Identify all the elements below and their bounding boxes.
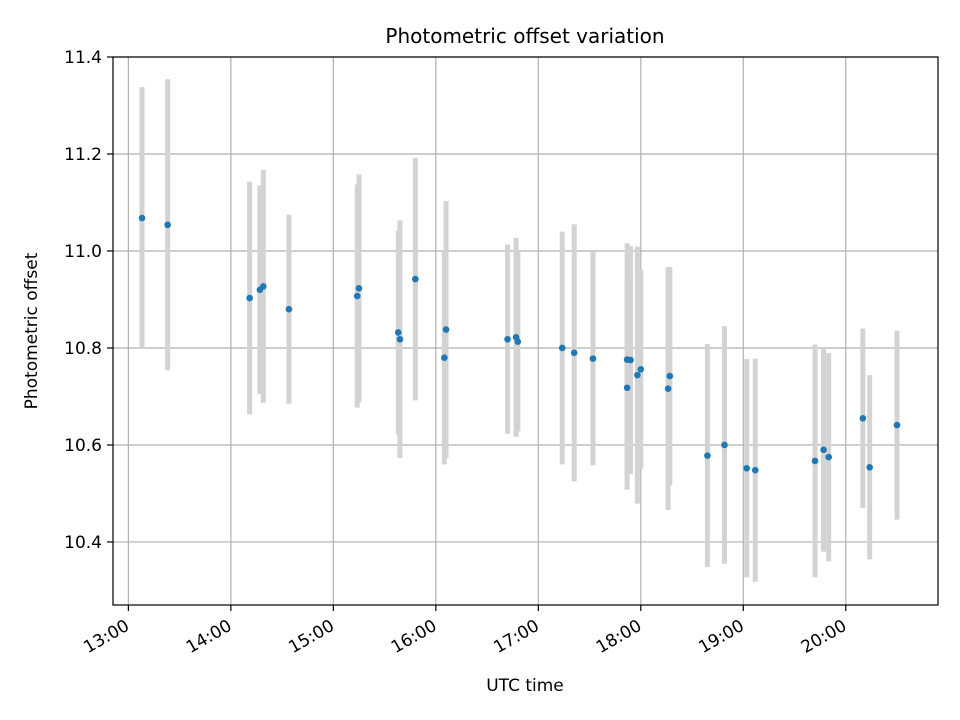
data-point <box>743 464 750 472</box>
data-point <box>355 285 363 292</box>
x-tick-label: 19:00 <box>695 616 747 658</box>
data-point <box>246 294 253 302</box>
x-tick-label: 20:00 <box>798 616 850 658</box>
data-point <box>893 421 901 429</box>
data-point <box>260 283 267 290</box>
x-tick-label: 15:00 <box>285 616 337 658</box>
data-point <box>589 355 597 362</box>
data-point <box>820 446 827 454</box>
data-point <box>859 414 867 422</box>
x-tick-label: 13:00 <box>80 616 132 658</box>
chart-title: Photometric offset variation <box>385 24 664 48</box>
data-point <box>285 305 293 313</box>
y-axis-label: Photometric offset <box>22 252 42 409</box>
y-tick-label: 11.2 <box>64 145 102 165</box>
x-tick-label: 17:00 <box>490 616 542 658</box>
data-point <box>825 453 832 461</box>
plot-frame <box>112 56 939 606</box>
y-tick-label: 10.4 <box>64 533 102 553</box>
data-point <box>634 371 641 379</box>
data-point <box>514 338 522 345</box>
x-tick-label: 14:00 <box>183 616 235 658</box>
y-axis-ticks: 10.4 10.6 10.8 11.0 11.2 11.4 <box>64 48 113 553</box>
data-point <box>570 349 578 357</box>
y-tick-label: 11.4 <box>64 48 102 68</box>
x-tick-label: 18:00 <box>593 616 645 658</box>
data-point <box>504 335 511 343</box>
data-point <box>866 463 873 471</box>
data-point <box>623 384 631 392</box>
data-point <box>441 354 448 361</box>
x-axis-label: UTC time <box>486 676 564 696</box>
data-point <box>353 292 361 300</box>
x-axis-ticks: 13:00 14:00 15:00 16:00 17:00 18:00 19:00 20:00 <box>80 605 850 658</box>
data-point <box>627 356 634 364</box>
y-tick-label: 11.0 <box>64 242 102 262</box>
data-point <box>751 466 759 474</box>
data-point <box>558 344 566 352</box>
data-point <box>664 385 672 393</box>
data-point <box>704 452 711 459</box>
data-point <box>138 214 146 222</box>
data-point <box>396 335 404 343</box>
y-tick-label: 10.8 <box>64 339 102 359</box>
data-point <box>666 372 674 380</box>
data-point <box>637 366 645 373</box>
x-tick-label: 16:00 <box>388 616 440 658</box>
data-point <box>721 441 728 449</box>
data-points <box>138 214 901 474</box>
data-point <box>811 457 819 465</box>
data-point <box>412 275 419 283</box>
error-bars <box>139 79 900 582</box>
data-point <box>394 329 402 336</box>
data-point <box>164 221 171 229</box>
data-point <box>442 326 450 333</box>
y-tick-label: 10.6 <box>64 436 102 456</box>
